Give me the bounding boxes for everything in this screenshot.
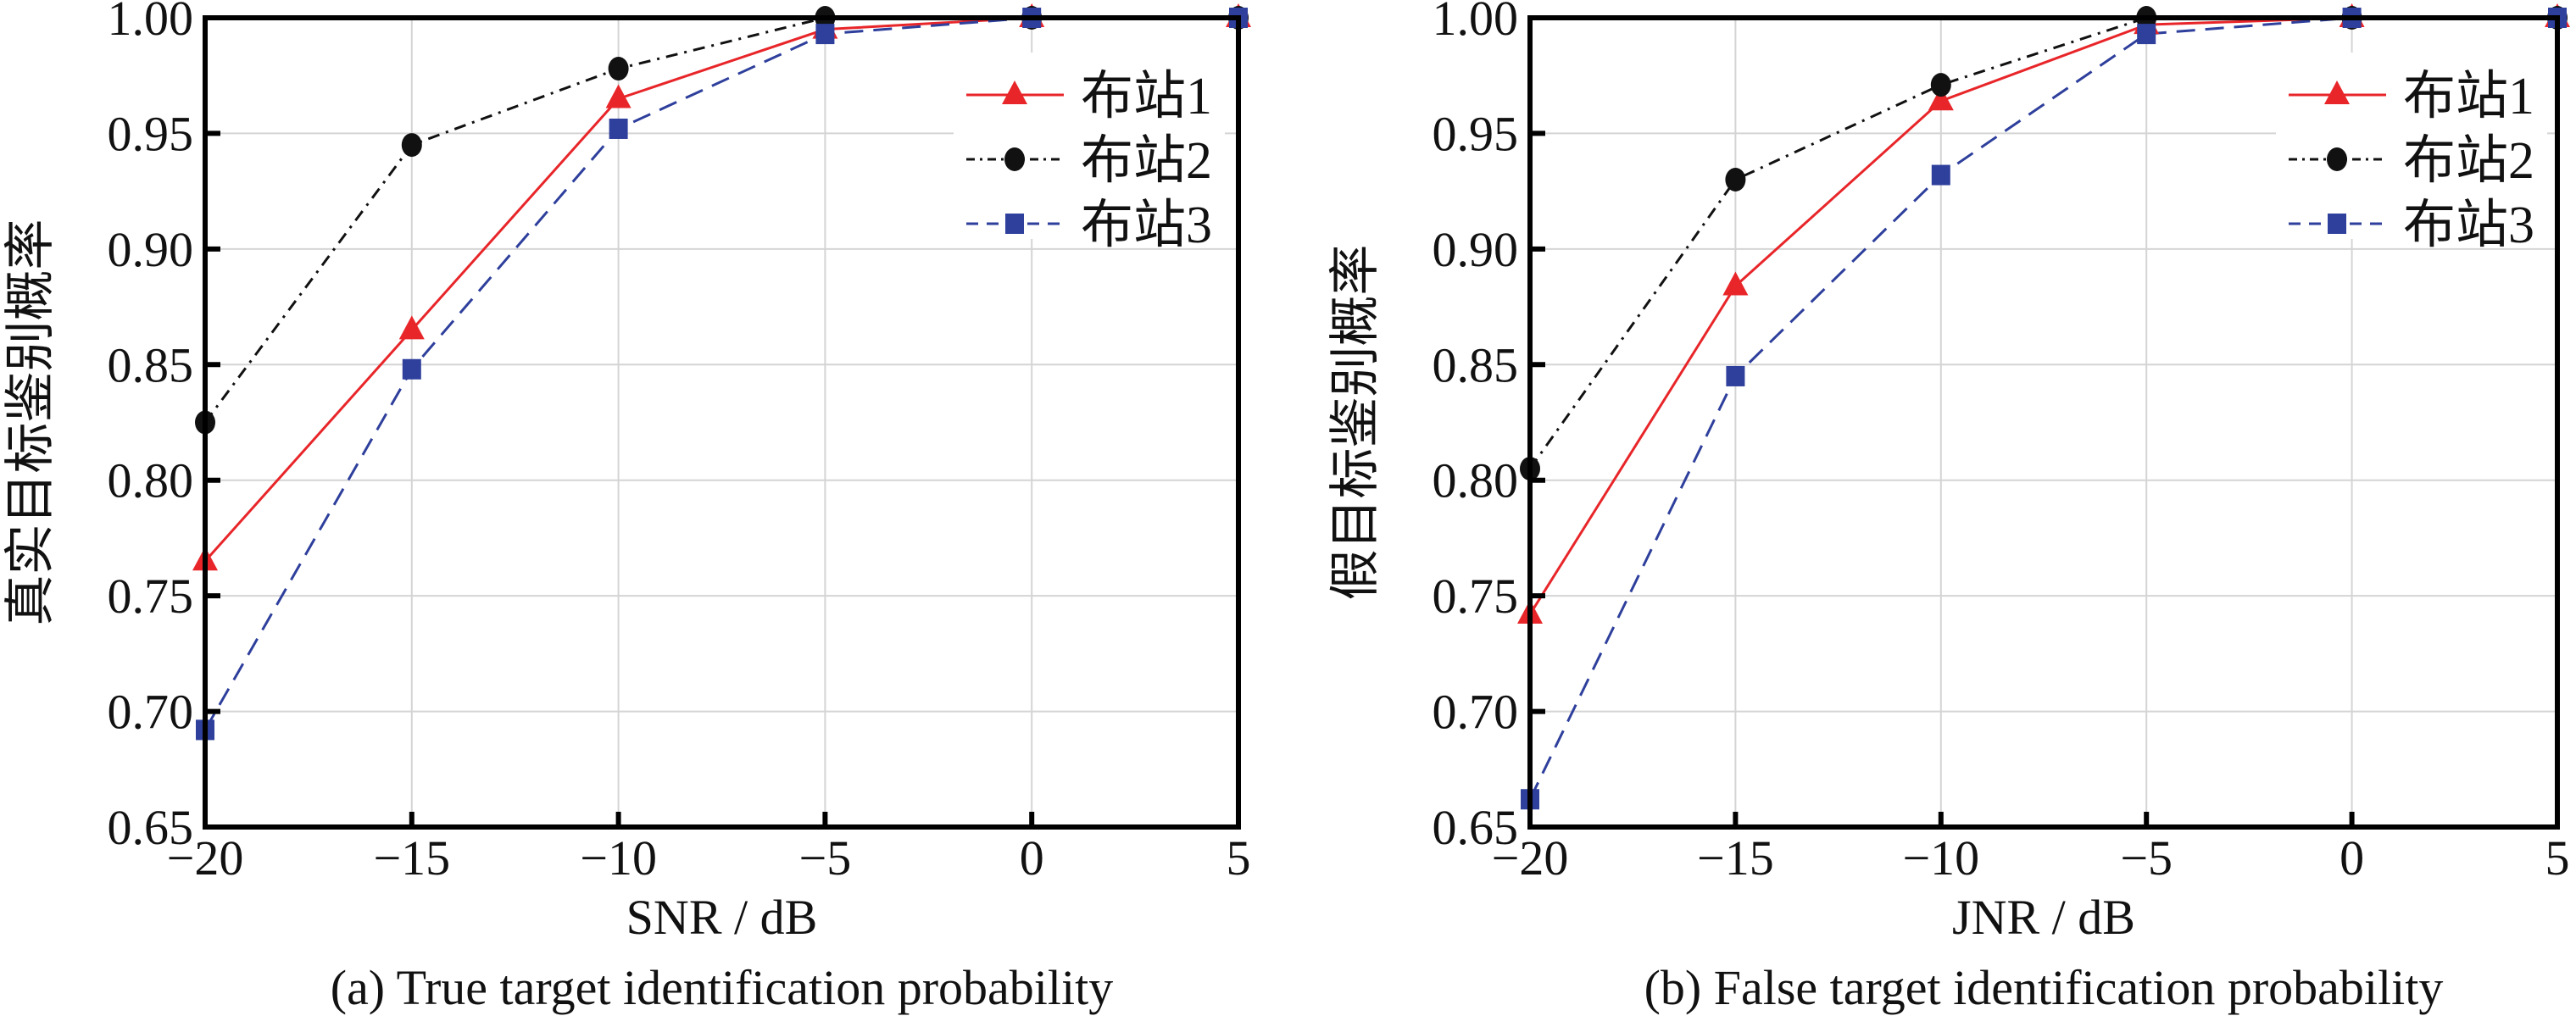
legend-marker-2 <box>1004 147 1025 171</box>
x-tick-label: −5 <box>799 830 852 885</box>
legend-background <box>2276 53 2547 239</box>
legend-marker-3 <box>2328 214 2346 234</box>
x-tick-label: 5 <box>1227 830 1251 885</box>
x-axis-label: JNR / dB <box>1952 890 2135 945</box>
chart-caption: (b) False target identification probabil… <box>1644 960 2444 1015</box>
data-point-series-1 <box>398 315 425 340</box>
chart-caption: (a) True target identification probabili… <box>331 960 1114 1015</box>
data-point-series-2 <box>1930 73 1951 97</box>
y-tick-label: 0.85 <box>108 337 194 392</box>
x-axis-label: SNR / dB <box>626 890 818 945</box>
legend-marker-2 <box>2327 147 2347 171</box>
plot-frame <box>203 15 1241 830</box>
legend-label-3: 布站3 <box>1081 197 1212 254</box>
data-point-series-3 <box>1931 164 1950 186</box>
data-point-series-2 <box>1725 168 1746 192</box>
x-tick-label: 0 <box>2340 830 2364 885</box>
legend-label-2: 布站2 <box>2403 132 2534 190</box>
y-tick-label: 0.80 <box>1433 453 1519 508</box>
y-tick-label: 0.90 <box>1433 222 1519 277</box>
chart-b: 0.65 0.70 0.75 0.80 0.85 0.90 0.95 1.00 −20 −15 −1… <box>1327 0 2570 1015</box>
y-tick-label: 0.75 <box>108 569 194 624</box>
data-point-series-3 <box>2137 24 2156 45</box>
data-point-series-3 <box>402 358 421 380</box>
y-tick-label: 1.00 <box>108 0 194 46</box>
x-tick-label: 5 <box>2545 830 2570 885</box>
y-tick-label: 0.65 <box>1433 800 1519 855</box>
y-axis-label: 真实目标鉴别概率 <box>3 219 58 626</box>
data-point-series-3 <box>815 24 835 45</box>
x-tick-label: −15 <box>373 830 450 885</box>
y-tick-label: 0.70 <box>1433 685 1519 740</box>
y-tick-label: 0.75 <box>1433 569 1519 624</box>
legend-background <box>954 53 1225 239</box>
data-point-series-1 <box>1722 271 1749 296</box>
chart-a: 0.65 0.70 0.75 0.80 0.85 0.90 0.95 1.00 −20 −15 −1… <box>3 0 1251 1015</box>
y-tick-label: 0.70 <box>108 685 194 740</box>
series-line-3 <box>203 16 1238 731</box>
y-tick-label: 0.65 <box>108 800 194 855</box>
legend: 布站1 布站2 布站3 <box>2276 53 2547 254</box>
data-point-series-2 <box>401 133 422 158</box>
data-point-series-3 <box>609 118 628 139</box>
data-point-series-3 <box>1726 365 1745 386</box>
y-axis-label: 假目标鉴别概率 <box>1327 245 1383 601</box>
series-line-2 <box>203 16 1238 424</box>
x-tick-label: −20 <box>1492 830 1569 885</box>
x-tick-label: −10 <box>1902 830 1979 885</box>
x-tick-label: 0 <box>1020 830 1044 885</box>
legend-marker-1 <box>1002 80 1027 104</box>
x-tick-label: −20 <box>167 830 244 885</box>
y-tick-label: 0.90 <box>108 222 194 277</box>
data-point-series-1 <box>605 84 631 108</box>
legend-marker-3 <box>1005 214 1024 234</box>
x-tick-label: −10 <box>580 830 657 885</box>
data-point-series-1 <box>1928 86 1954 111</box>
legend: 布站1 布站2 布站3 <box>954 53 1225 254</box>
legend-label-1: 布站1 <box>2403 68 2534 125</box>
legend-marker-1 <box>2324 80 2350 104</box>
y-tick-label: 0.85 <box>1433 337 1519 392</box>
x-tick-label: −5 <box>2120 830 2173 885</box>
y-tick-label: 0.95 <box>108 106 194 161</box>
y-tick-label: 0.80 <box>108 453 194 508</box>
legend-label-3: 布站3 <box>2403 197 2534 254</box>
legend-label-2: 布站2 <box>1081 132 1212 190</box>
y-tick-label: 1.00 <box>1433 0 1519 46</box>
legend-label-1: 布站1 <box>1081 68 1212 125</box>
x-tick-label: −15 <box>1697 830 1774 885</box>
data-point-series-2 <box>608 57 629 81</box>
plot-frame <box>1527 15 2560 830</box>
y-tick-label: 0.95 <box>1433 106 1519 161</box>
